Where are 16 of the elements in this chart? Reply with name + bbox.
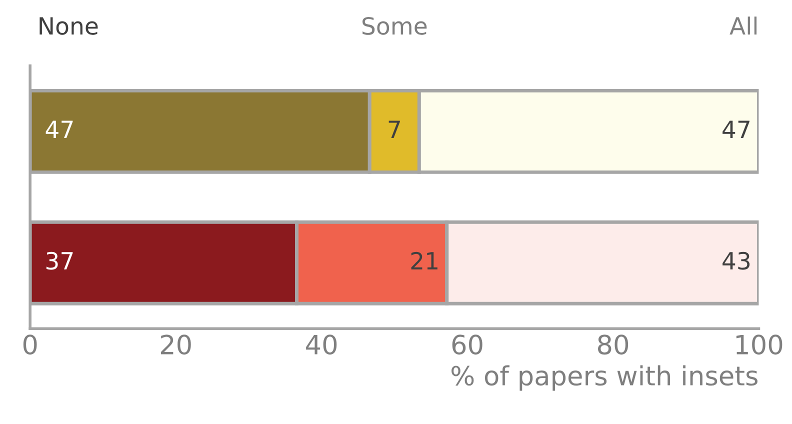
data-label: 43	[722, 252, 750, 270]
data-label: 21	[411, 252, 438, 270]
x-tick-label: 20	[160, 334, 191, 355]
data-label: 7	[388, 120, 400, 138]
x-tick-label: 40	[306, 334, 337, 355]
data-label: 47	[722, 120, 750, 138]
x-tick-label: 0	[23, 334, 37, 355]
data-label: 47	[46, 120, 73, 138]
x-tick-label: 80	[598, 334, 628, 355]
text: Some	[362, 17, 427, 35]
text: None	[40, 17, 98, 35]
data-label: 37	[46, 252, 73, 270]
x-tick-label: 60	[452, 334, 482, 355]
x-tick-label: 100	[736, 334, 782, 355]
text: All	[730, 16, 757, 35]
x-axis-title: % of papers with insets	[452, 365, 758, 391]
